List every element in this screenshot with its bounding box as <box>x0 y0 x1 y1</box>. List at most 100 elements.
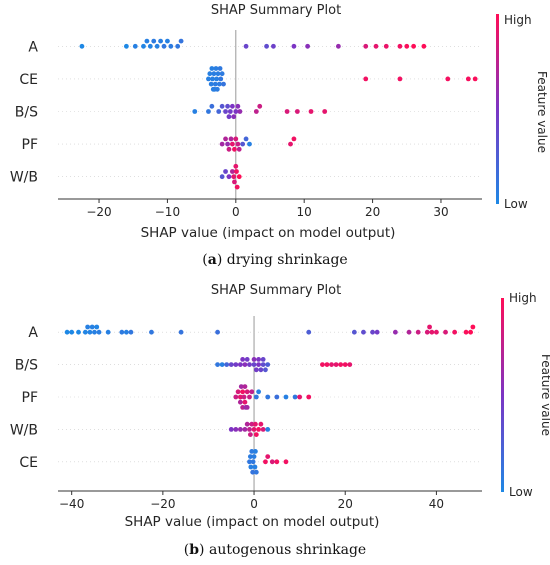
shap-point <box>306 329 312 335</box>
shap-point <box>223 109 228 114</box>
shap-point <box>226 146 232 152</box>
shap-point <box>252 464 258 470</box>
shap-point <box>224 362 230 367</box>
shap-point <box>178 38 184 44</box>
shap-point <box>237 399 243 405</box>
x-tick-label: −10 <box>155 205 180 219</box>
shap-point <box>219 103 225 109</box>
shap-point <box>228 136 234 142</box>
shap-point <box>274 394 280 400</box>
chart-title: SHAP Summary Plot <box>211 283 341 298</box>
shap-point <box>240 357 246 362</box>
shap-point <box>251 362 257 367</box>
shap-point <box>250 469 256 475</box>
x-tick-label: 0 <box>250 497 258 511</box>
shap-point <box>233 163 239 169</box>
shap-point <box>297 394 303 400</box>
shap-point <box>253 394 259 400</box>
shap-point <box>132 43 138 49</box>
shap-point <box>256 389 262 395</box>
shap-point <box>271 43 276 49</box>
shap-point <box>242 427 248 432</box>
shap-point <box>256 427 262 432</box>
shap-point <box>228 427 234 432</box>
shap-point <box>123 43 129 49</box>
shap-point <box>397 76 403 82</box>
shap-point <box>64 329 70 335</box>
shap-point <box>223 169 228 174</box>
shap-point <box>470 324 476 330</box>
shap-point <box>250 459 256 465</box>
shap-point <box>105 329 111 335</box>
shap-point <box>351 329 357 335</box>
shap-point <box>242 384 248 389</box>
shap-point <box>247 459 252 465</box>
shap-point <box>218 76 224 82</box>
feature-label: B/S <box>15 105 38 121</box>
colorbar-high-label: High <box>509 291 537 305</box>
shap-point <box>291 43 297 49</box>
shap-point <box>452 329 458 335</box>
shap-point <box>247 454 253 459</box>
shap-point <box>429 329 435 335</box>
shap-point <box>253 367 259 373</box>
shap-point <box>374 329 380 335</box>
x-tick-label: −20 <box>150 497 175 511</box>
shap-point <box>249 421 255 427</box>
shap-point <box>363 43 369 49</box>
feature-label: CE <box>19 72 38 88</box>
feature-label: W/B <box>10 422 38 438</box>
shap-point <box>149 329 154 335</box>
shap-point <box>244 357 250 362</box>
shap-point <box>249 389 255 395</box>
shap-point <box>338 362 344 367</box>
shap-point <box>234 184 240 190</box>
feature-label: A <box>28 39 38 55</box>
shap-point <box>210 76 215 82</box>
shap-point <box>226 114 232 120</box>
shap-point <box>89 324 95 330</box>
x-tick-label: 20 <box>338 497 353 511</box>
shap-point <box>240 389 246 395</box>
shap-point <box>260 427 266 432</box>
shap-point <box>216 109 222 114</box>
shap-point <box>237 394 243 400</box>
caption-letter: a <box>207 252 217 268</box>
shap-point <box>233 136 239 142</box>
shap-point <box>247 141 252 147</box>
shap-point <box>158 38 163 44</box>
shap-point <box>269 459 275 465</box>
x-axis-label: SHAP value (impact on model output) <box>141 225 396 241</box>
shap-point <box>229 141 235 147</box>
shap-point <box>294 109 300 114</box>
feature-label: W/B <box>10 170 38 186</box>
colorbar-title: Feature value <box>535 71 549 153</box>
shap-point <box>214 76 220 82</box>
shap-point <box>263 367 268 373</box>
x-axis-label: SHAP value (impact on model output) <box>125 514 380 530</box>
shap-point <box>445 76 451 82</box>
shap-point <box>383 43 389 49</box>
shap-point <box>232 179 237 185</box>
shap-point <box>249 449 255 454</box>
shap-point <box>241 394 247 400</box>
shap-point <box>333 362 339 367</box>
feature-label: PF <box>22 390 39 406</box>
shap-point <box>260 357 266 362</box>
shap-point <box>253 432 259 437</box>
shap-point <box>237 427 243 432</box>
shap-summary-chart-b: SHAP Summary Plot High Low Feature value… <box>10 283 550 530</box>
x-tick-label: 40 <box>429 497 444 511</box>
shap-point <box>260 362 266 367</box>
shap-point <box>228 362 234 367</box>
shap-point <box>253 109 259 114</box>
caption-b: (b) autogenous shrinkage <box>183 542 367 558</box>
shap-point <box>92 329 97 335</box>
shap-point <box>227 109 233 114</box>
x-tick-label: 30 <box>433 205 448 219</box>
shap-point <box>361 329 366 335</box>
shap-point <box>237 109 243 114</box>
caption-letter: b <box>189 542 200 558</box>
shap-point <box>322 109 328 114</box>
